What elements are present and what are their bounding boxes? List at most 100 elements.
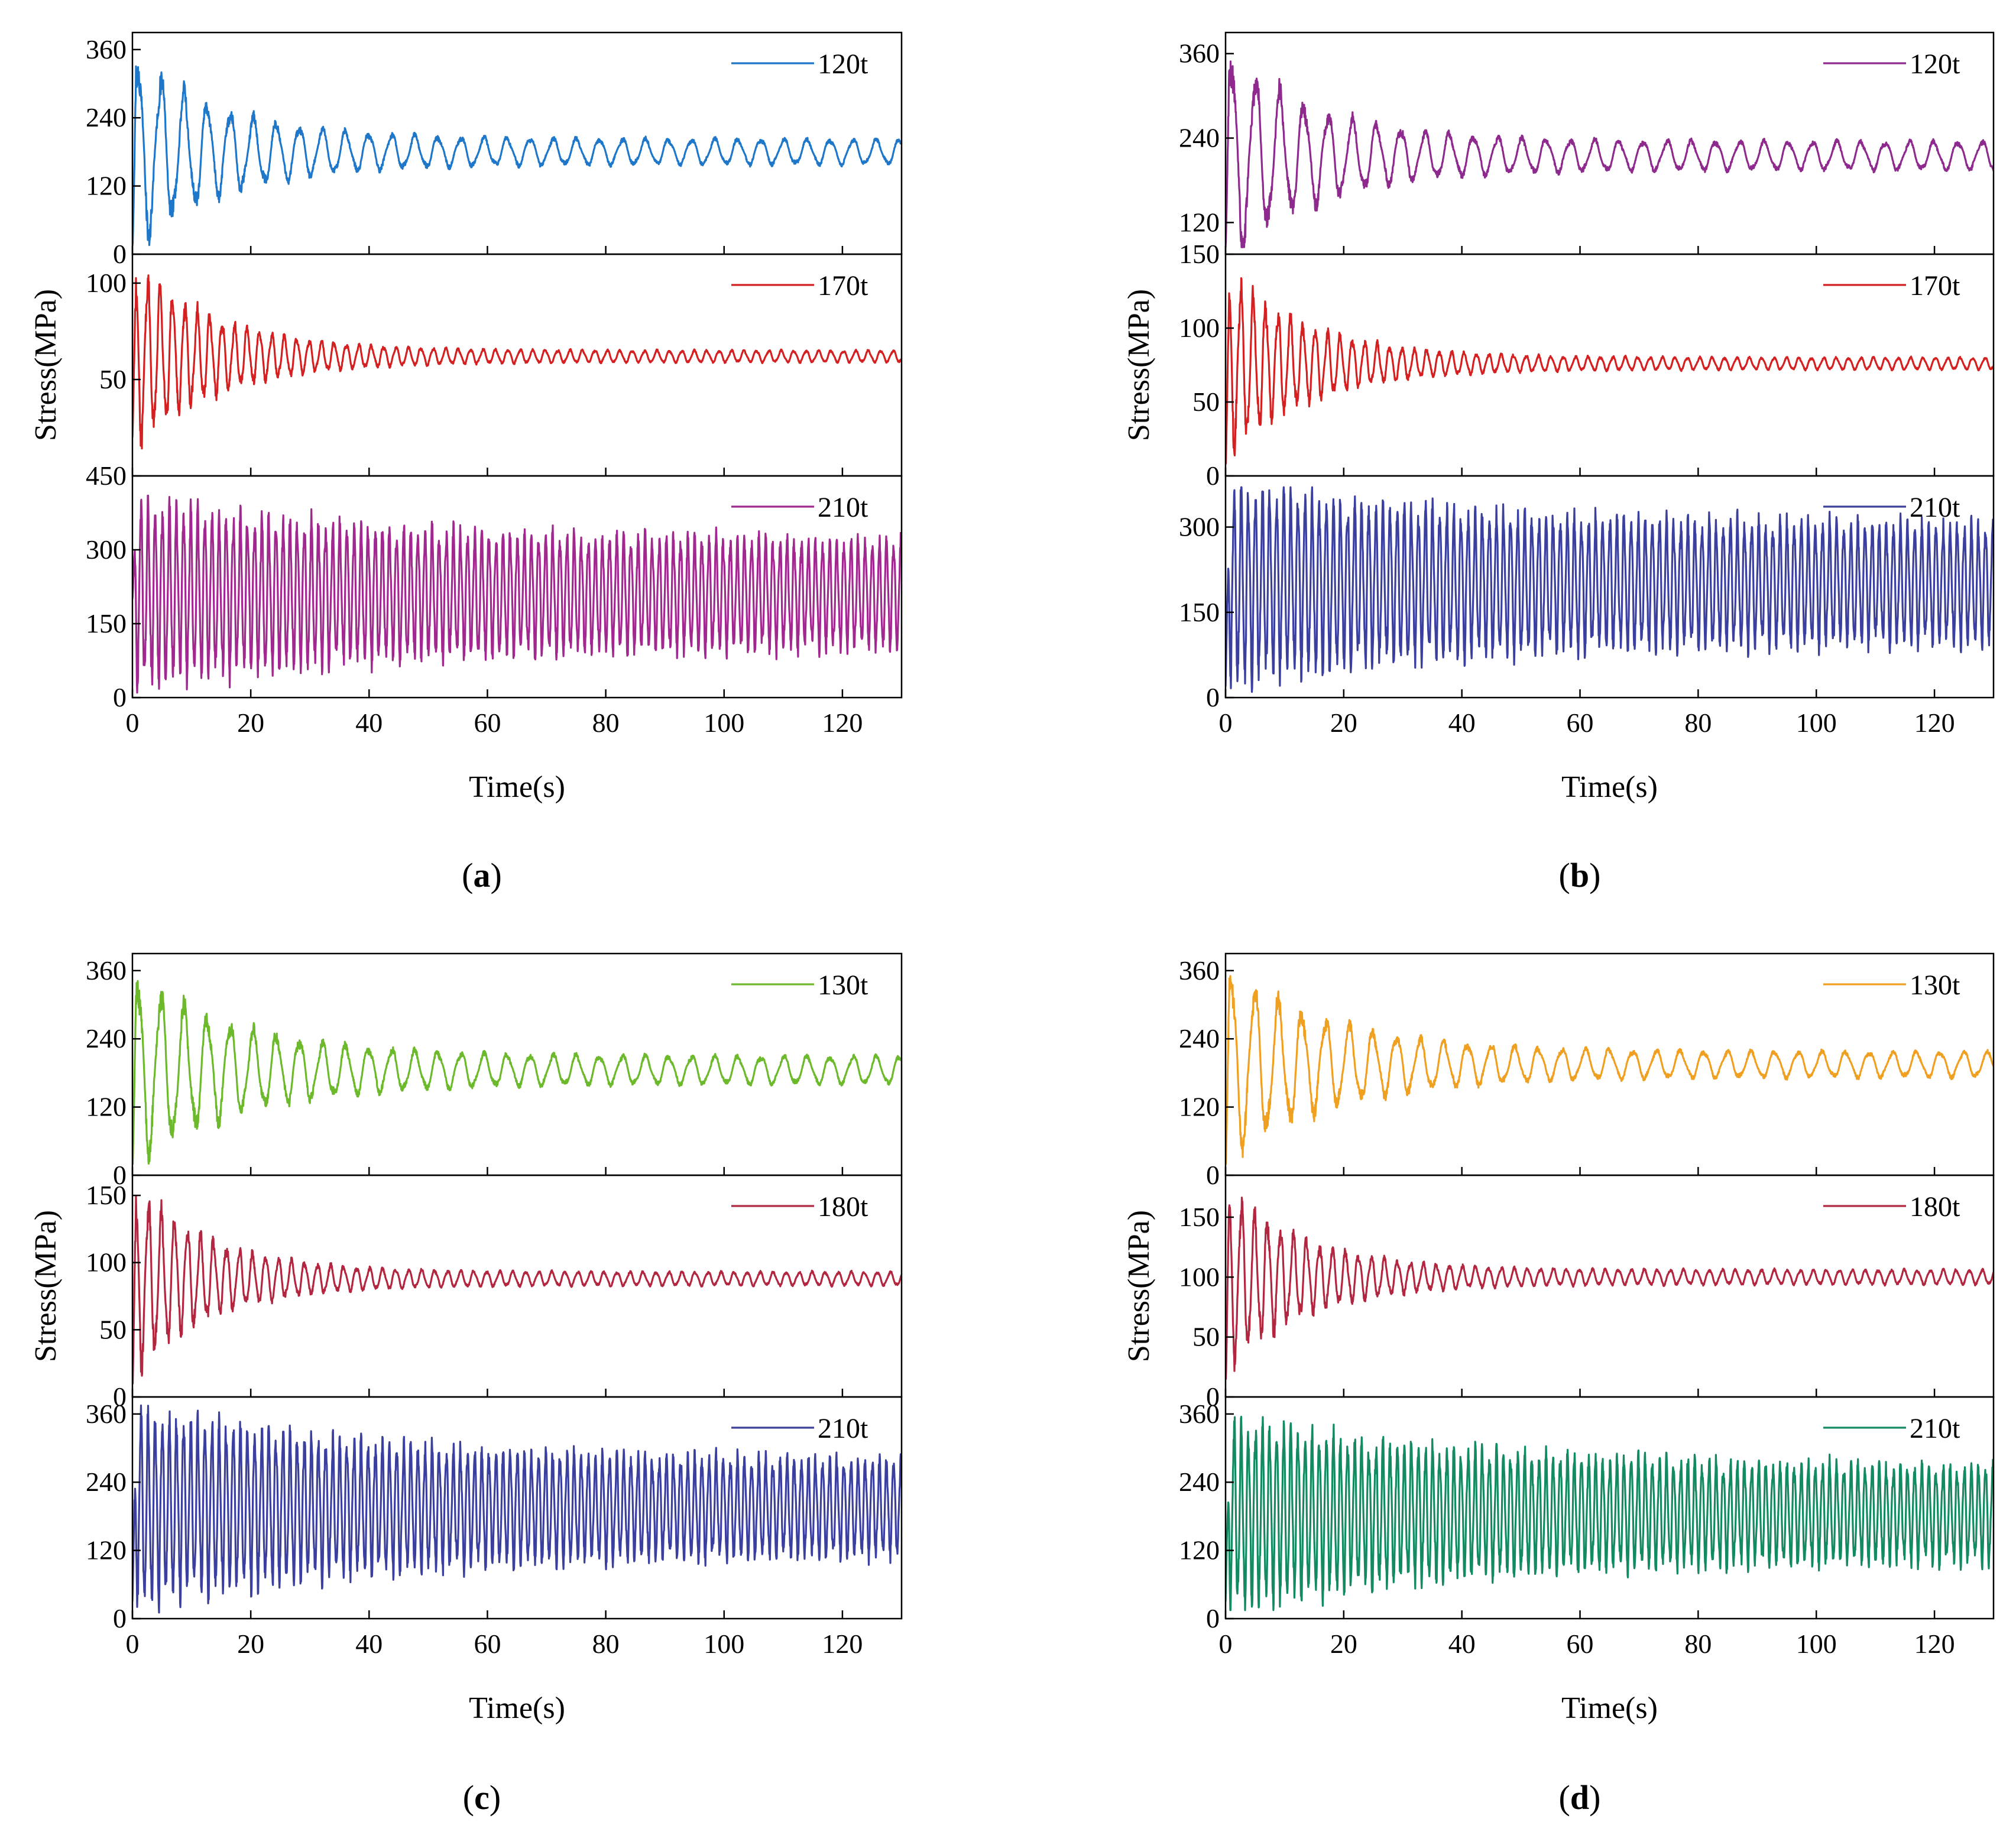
legend-label-130t: 130t bbox=[1910, 970, 1960, 1001]
y-tick-label: 150 bbox=[1179, 597, 1220, 627]
legend-label-180t: 180t bbox=[1910, 1191, 1960, 1223]
x-tick-label: 80 bbox=[592, 1629, 620, 1659]
y-axis-title: Stress(MPa) bbox=[1122, 289, 1156, 441]
plot-frame bbox=[131, 475, 903, 699]
x-tick-label: 60 bbox=[1567, 708, 1594, 738]
series-line-130t bbox=[1226, 975, 1994, 1165]
x-tick-label: 0 bbox=[1219, 708, 1233, 738]
x-tick-label: 20 bbox=[237, 708, 264, 738]
legend-label-170t: 170t bbox=[1910, 270, 1960, 301]
y-tick-label: 300 bbox=[1179, 512, 1220, 542]
y-tick-label: 360 bbox=[1179, 955, 1220, 985]
y-tick-label: 240 bbox=[86, 1023, 127, 1053]
series-line-210t bbox=[1226, 486, 1994, 693]
y-tick-label: 120 bbox=[86, 1535, 127, 1565]
y-tick-label: 50 bbox=[99, 1314, 127, 1344]
series-line-210t bbox=[132, 494, 902, 694]
plot-frame bbox=[1224, 1396, 1995, 1620]
panel-c: 0 120 240 360 130t 0 50 100 150 180t 0 120 240 360 210… bbox=[29, 952, 903, 1725]
subplot-210t: 0 150 300 450 210t bbox=[86, 461, 903, 712]
x-tick-label: 100 bbox=[1796, 708, 1837, 738]
subplot-170t: 0 50 100 150 170t bbox=[1179, 239, 1995, 491]
x-tick-label: 20 bbox=[1330, 1629, 1357, 1659]
y-tick-label: 150 bbox=[86, 608, 127, 638]
plot-frame bbox=[131, 1396, 903, 1620]
y-tick-label: 150 bbox=[86, 1180, 127, 1210]
plot-frame bbox=[1224, 31, 1995, 255]
subplot-130t: 0 120 240 360 130t bbox=[86, 952, 903, 1190]
y-tick-label: 100 bbox=[86, 1247, 127, 1278]
series-line-170t bbox=[1226, 277, 1994, 465]
x-tick-label: 120 bbox=[1914, 708, 1955, 738]
x-tick-label: 80 bbox=[592, 708, 620, 738]
subplot-210t: 0 120 240 360 210t bbox=[86, 1396, 903, 1633]
legend-label-120t: 120t bbox=[818, 48, 868, 80]
y-tick-label: 0 bbox=[1206, 1160, 1220, 1190]
y-tick-label: 240 bbox=[1179, 123, 1220, 153]
legend-label-210t: 210t bbox=[818, 1413, 868, 1444]
subplot-180t: 0 50 100 150 180t bbox=[1179, 1174, 1995, 1412]
x-tick-label: 80 bbox=[1684, 1629, 1712, 1659]
panel-b: 120 240 360 120t 0 50 100 150 170t 0 150 300 210t 0 20… bbox=[1122, 31, 1995, 804]
x-axis-title: Time(s) bbox=[469, 1691, 565, 1725]
y-tick-label: 0 bbox=[113, 682, 127, 712]
y-tick-label: 100 bbox=[1179, 1262, 1220, 1292]
y-tick-label: 0 bbox=[113, 239, 127, 269]
x-tick-label: 60 bbox=[474, 1629, 501, 1659]
x-tick-label: 0 bbox=[126, 708, 140, 738]
x-axis-title: Time(s) bbox=[469, 770, 565, 804]
subplot-120t: 0 120 240 360 120t bbox=[86, 31, 903, 269]
plot-frame bbox=[131, 253, 903, 477]
legend-label-210t: 210t bbox=[818, 492, 868, 523]
y-tick-label: 0 bbox=[1206, 682, 1220, 712]
series-line-120t bbox=[132, 65, 902, 247]
subplot-180t: 0 50 100 150 180t bbox=[86, 1174, 903, 1412]
x-tick-label: 60 bbox=[1567, 1629, 1594, 1659]
subplot-210t: 0 120 240 360 210t bbox=[1179, 1396, 1995, 1633]
y-tick-label: 120 bbox=[1179, 1535, 1220, 1565]
x-tick-label: 120 bbox=[1914, 1629, 1955, 1659]
plot-frame bbox=[131, 1174, 903, 1398]
series-line-130t bbox=[132, 980, 902, 1165]
y-tick-label: 360 bbox=[1179, 1399, 1220, 1429]
y-tick-label: 120 bbox=[86, 171, 127, 201]
series-line-180t bbox=[1226, 1197, 1994, 1380]
y-tick-label: 360 bbox=[86, 955, 127, 985]
x-tick-label: 80 bbox=[1684, 708, 1712, 738]
y-tick-label: 0 bbox=[113, 1382, 127, 1412]
y-tick-label: 150 bbox=[1179, 239, 1220, 269]
subplot-120t: 120 240 360 120t bbox=[1179, 31, 1995, 255]
x-tick-label: 100 bbox=[704, 1629, 744, 1659]
x-tick-label: 100 bbox=[704, 708, 744, 738]
legend-label-130t: 130t bbox=[818, 970, 868, 1001]
y-tick-label: 450 bbox=[86, 461, 127, 491]
legend-label-180t: 180t bbox=[818, 1191, 868, 1223]
y-tick-label: 300 bbox=[86, 534, 127, 565]
panel-label-c: (c) bbox=[463, 1778, 501, 1817]
panel-label-d: (d) bbox=[1559, 1778, 1601, 1817]
subplot-170t: 50 100 170t bbox=[86, 253, 903, 477]
x-axis-title: Time(s) bbox=[1561, 770, 1658, 804]
legend-label-120t: 120t bbox=[1910, 48, 1960, 80]
y-tick-label: 50 bbox=[99, 364, 127, 394]
y-tick-label: 150 bbox=[1179, 1202, 1220, 1232]
y-tick-label: 120 bbox=[1179, 207, 1220, 237]
x-tick-label: 120 bbox=[822, 708, 863, 738]
x-tick-label: 40 bbox=[1448, 1629, 1476, 1659]
x-tick-label: 40 bbox=[355, 708, 383, 738]
plot-frame bbox=[1224, 475, 1995, 699]
x-axis-title: Time(s) bbox=[1561, 1691, 1658, 1725]
legend-label-210t: 210t bbox=[1910, 492, 1960, 523]
series-line-180t bbox=[132, 1195, 902, 1385]
y-tick-label: 360 bbox=[86, 34, 127, 64]
series-line-210t bbox=[132, 1404, 902, 1614]
x-tick-label: 0 bbox=[126, 1629, 140, 1659]
y-tick-label: 240 bbox=[1179, 1023, 1220, 1053]
plot-frame bbox=[1224, 952, 1995, 1176]
x-tick-label: 20 bbox=[1330, 708, 1357, 738]
x-tick-label: 120 bbox=[822, 1629, 863, 1659]
panel-a: 0 120 240 360 120t 50 100 170t 0 150 300 450 210t 0 20… bbox=[29, 31, 903, 804]
y-tick-label: 0 bbox=[1206, 1382, 1220, 1412]
series-line-170t bbox=[132, 274, 902, 450]
